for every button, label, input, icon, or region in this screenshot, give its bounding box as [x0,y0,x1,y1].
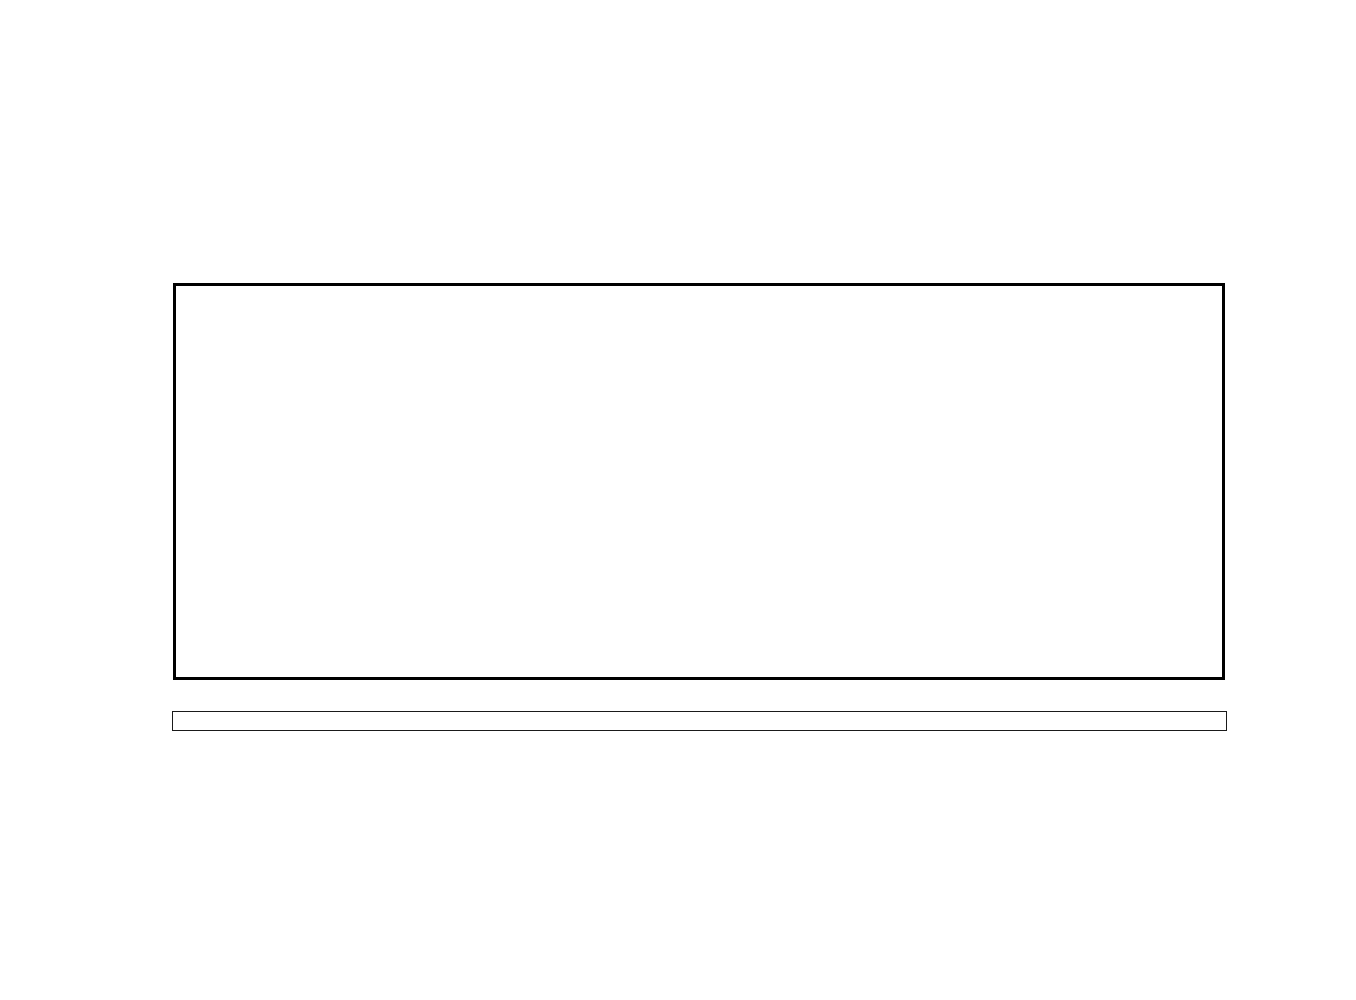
colorbar-gradient-canvas [173,712,1226,730]
sst-gradient-map-canvas [176,286,1222,677]
colorbar [172,711,1227,731]
map-plot-area [173,283,1225,680]
